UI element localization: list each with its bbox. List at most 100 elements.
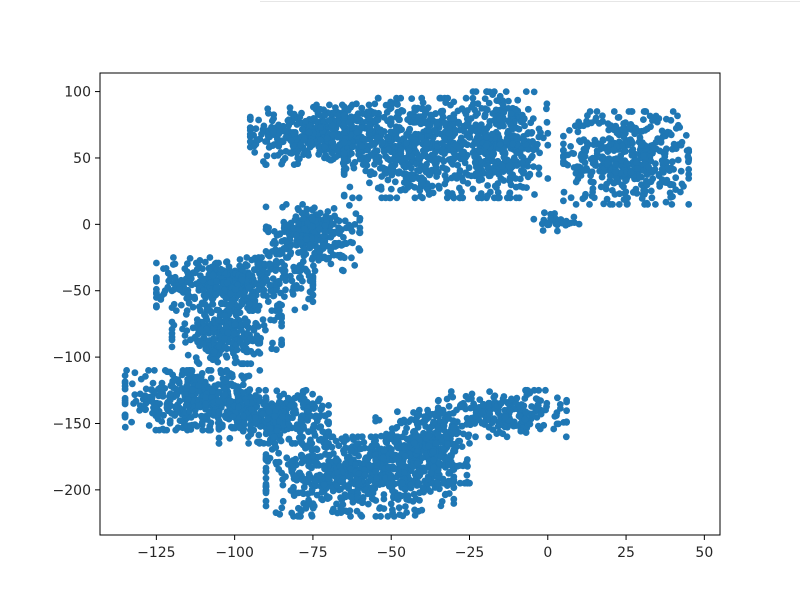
data-point	[199, 265, 206, 273]
data-point	[313, 101, 320, 109]
data-point	[267, 316, 274, 324]
data-point	[173, 404, 180, 412]
data-point	[651, 166, 659, 173]
data-point	[272, 444, 280, 451]
data-point	[153, 277, 160, 285]
data-point	[449, 393, 457, 401]
data-point	[337, 494, 344, 501]
data-point	[637, 141, 645, 149]
data-point	[544, 141, 552, 149]
data-point	[279, 203, 286, 211]
data-point	[298, 125, 306, 133]
data-point	[290, 130, 298, 138]
data-point	[373, 474, 380, 482]
data-point	[294, 392, 302, 399]
data-point	[316, 471, 324, 479]
data-point	[247, 422, 255, 429]
data-point	[299, 215, 307, 223]
data-point	[482, 142, 490, 150]
data-point	[340, 436, 348, 444]
data-point	[423, 140, 431, 147]
data-point	[293, 284, 301, 292]
data-point	[644, 201, 651, 208]
data-point	[519, 159, 526, 167]
data-point	[563, 407, 570, 415]
data-point	[337, 478, 345, 486]
data-point	[215, 397, 223, 405]
data-point	[513, 162, 521, 169]
data-point	[235, 403, 242, 411]
data-point	[372, 468, 379, 475]
data-point	[278, 413, 286, 421]
data-point	[466, 133, 474, 141]
data-point	[554, 227, 561, 235]
data-point	[270, 152, 278, 160]
data-point	[523, 391, 531, 398]
data-point	[531, 191, 538, 198]
data-point	[249, 293, 256, 300]
data-point	[560, 219, 568, 227]
data-point	[563, 398, 570, 406]
data-point	[460, 127, 468, 135]
data-point	[521, 122, 528, 130]
data-point	[246, 138, 254, 146]
data-point	[318, 405, 325, 413]
data-point	[447, 452, 455, 460]
data-point	[622, 177, 629, 185]
data-point	[464, 107, 471, 114]
data-point	[278, 314, 285, 322]
data-point	[574, 128, 582, 136]
data-point	[196, 376, 204, 384]
data-point	[634, 165, 641, 172]
data-point	[663, 145, 670, 153]
data-point	[342, 460, 349, 467]
data-point	[512, 106, 520, 113]
data-point	[488, 130, 496, 138]
data-point	[173, 391, 181, 399]
x-tick-label: −50	[376, 545, 406, 561]
data-point	[403, 179, 410, 187]
data-point	[278, 341, 285, 349]
data-point	[411, 194, 419, 202]
data-point	[275, 458, 283, 466]
data-point	[435, 182, 442, 190]
data-point	[528, 152, 536, 160]
data-point	[452, 126, 459, 134]
data-point	[239, 341, 246, 349]
data-point	[255, 431, 263, 439]
data-point	[505, 162, 513, 170]
data-point	[413, 420, 421, 428]
data-point	[500, 177, 508, 184]
data-point	[626, 123, 634, 131]
data-point	[429, 134, 437, 142]
data-point	[581, 159, 589, 167]
data-point	[355, 470, 363, 477]
data-point	[183, 382, 191, 389]
data-point	[586, 108, 594, 115]
data-point	[233, 346, 241, 354]
data-point	[207, 374, 215, 382]
data-point	[641, 126, 649, 134]
data-point	[263, 137, 271, 145]
data-point	[667, 131, 675, 139]
data-point	[359, 110, 367, 117]
data-point	[443, 176, 450, 184]
data-point	[620, 183, 627, 191]
data-point	[395, 504, 403, 512]
data-point	[327, 156, 334, 164]
data-point	[492, 106, 500, 114]
data-point	[176, 286, 183, 293]
data-point	[515, 194, 523, 202]
data-point	[352, 461, 359, 468]
data-point	[411, 141, 418, 149]
data-point	[439, 164, 446, 171]
data-point	[266, 281, 274, 289]
data-point	[233, 389, 241, 397]
data-point	[348, 254, 355, 262]
data-point	[346, 183, 354, 191]
data-point	[265, 408, 273, 415]
y-tick-label: −50	[61, 284, 91, 300]
data-point	[562, 433, 570, 441]
data-point	[452, 141, 460, 149]
